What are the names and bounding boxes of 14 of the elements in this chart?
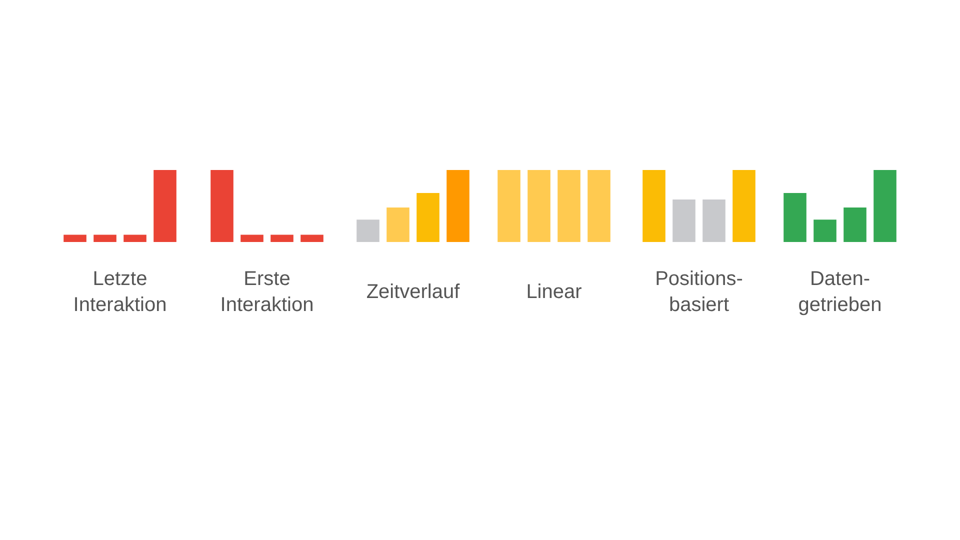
bar: [784, 193, 806, 242]
bar: [416, 193, 440, 242]
bar: [446, 170, 470, 242]
bar: [814, 220, 836, 242]
bar: [386, 207, 410, 242]
text: Linear: [525, 280, 583, 305]
text: Daten-getrieben: [797, 267, 883, 318]
text: Letzte Interaktion: [72, 267, 168, 318]
text: Zeitverlauf: [365, 280, 461, 305]
bar: [356, 220, 380, 242]
bar: [844, 207, 866, 242]
bar: [874, 170, 896, 242]
text: Positions-basiert: [654, 267, 744, 318]
text: Erste Interaktion: [219, 267, 315, 318]
